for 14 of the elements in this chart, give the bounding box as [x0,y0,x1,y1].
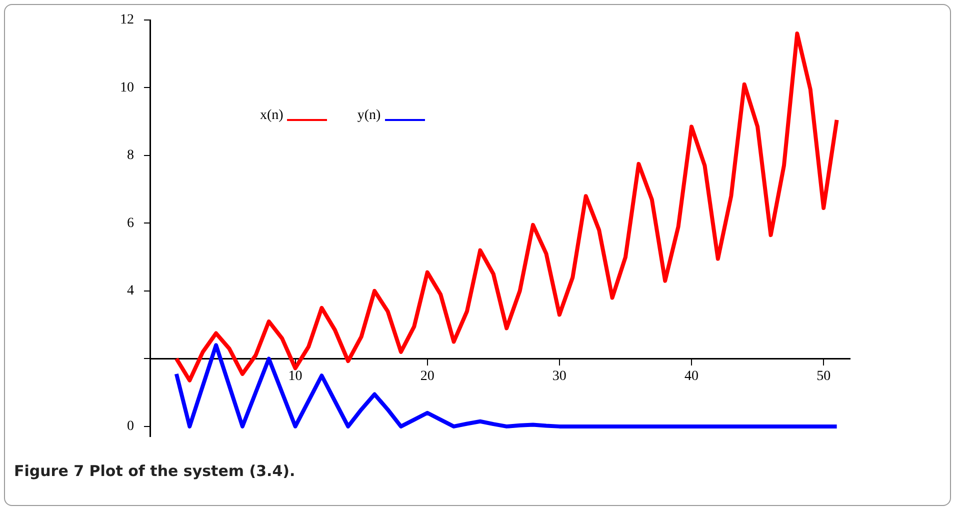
y-tick-label: 0 [127,419,134,434]
y-tick-label: 12 [120,12,134,28]
y-tick-label: 4 [127,284,134,299]
y-tick-label: 6 [127,216,134,231]
x-tick-label: 10 [288,368,302,384]
y-tick-label: 10 [120,80,134,96]
legend-label: y(n) [357,108,381,124]
x-tick-label: 40 [684,368,699,384]
legend-label: x(n) [260,108,284,124]
y-tick-label: 8 [127,148,134,164]
text: Figure 7 Plot of the system (3.4). [14,462,296,480]
x-tick-label: 50 [816,368,831,384]
x-tick-label: 30 [552,368,566,384]
x-tick-label: 20 [420,368,434,384]
